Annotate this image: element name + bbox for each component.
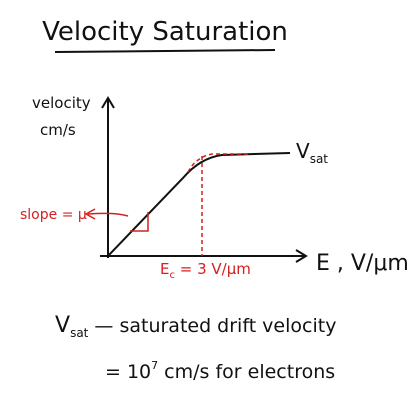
ec-main: E [160, 260, 169, 278]
def-symbol: V [55, 313, 70, 338]
asymptote [187, 153, 248, 173]
y-axis-unit: cm/s [40, 121, 76, 139]
velocity-curve [107, 152, 291, 257]
vsat-sub: sat [310, 152, 329, 166]
vsat-label: Vsat [296, 139, 328, 166]
ec-rest: = 3 V/μm [175, 260, 251, 278]
slope-arrowhead [84, 208, 96, 220]
slope-arrow [87, 212, 129, 217]
y-axis-arrow [101, 96, 115, 109]
y-axis-label: velocity [32, 94, 91, 112]
value-rest: cm/s for electrons [158, 361, 335, 383]
def-text: — saturated drift velocity [88, 315, 336, 337]
critical-field-label: Ec = 3 V/μm [160, 260, 251, 281]
x-axis-arrow [295, 249, 308, 263]
x-axis-label: E , V/μm [316, 251, 409, 276]
ec-sub: c [169, 270, 175, 281]
vsat-main: V [296, 139, 310, 163]
value-line: = 107 cm/s for electrons [105, 359, 335, 383]
slope-label: slope = μ [20, 207, 87, 223]
def-sub: sat [70, 326, 89, 340]
value-sup: 7 [151, 359, 158, 372]
title: Velocity Saturation [42, 17, 288, 47]
definition: Vsat — saturated drift velocity [55, 313, 336, 340]
value-base: = 10 [105, 361, 151, 383]
title-underline [54, 49, 276, 53]
slope-triangle [130, 212, 149, 232]
